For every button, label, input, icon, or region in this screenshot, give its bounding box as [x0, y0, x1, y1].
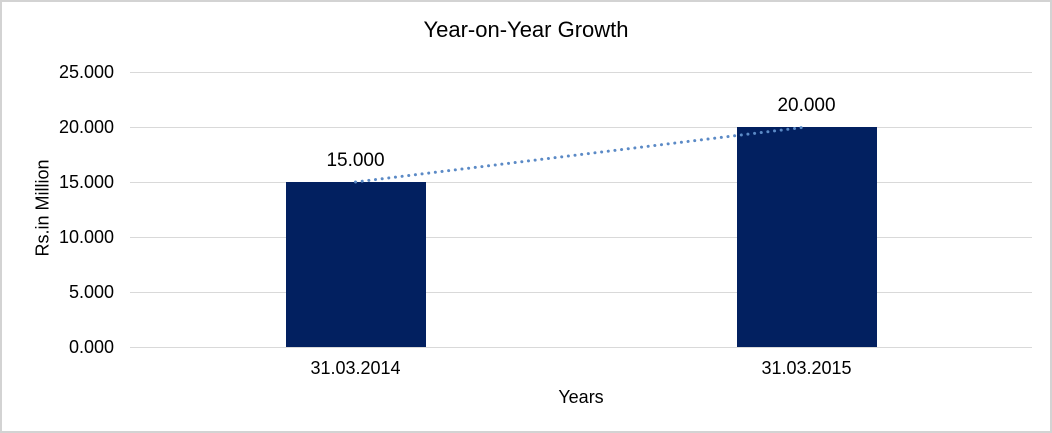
y-axis-tick-label: 0.000 — [68, 336, 114, 357]
x-axis-category-label: 31.03.2015 — [761, 358, 852, 378]
bar-data-label: 20.000 — [777, 95, 836, 116]
x-axis-title: Years — [558, 387, 604, 407]
gridline — [130, 126, 1032, 128]
gridline — [130, 346, 1032, 348]
x-axis-category-label: 31.03.2014 — [310, 358, 401, 378]
y-axis-tick-label: 10.000 — [58, 226, 114, 247]
gridline — [130, 291, 1032, 293]
y-axis-tick-label: 20.000 — [58, 116, 114, 137]
gridline — [130, 236, 1032, 238]
trendline — [354, 125, 808, 184]
y-axis-tick-label: 15.000 — [58, 171, 114, 192]
bar — [285, 182, 426, 347]
gridline — [130, 71, 1032, 73]
y-axis-tick-label: 25.000 — [58, 61, 114, 82]
plot-area: 15.000 20.000 31.03.2014 31.03.2015 — [130, 71, 1032, 378]
gridline — [130, 181, 1032, 183]
bar-data-label: 15.000 — [326, 150, 385, 171]
trendline-segment — [354, 125, 808, 184]
bar — [736, 127, 877, 347]
chart-title: Year-on-Year Growth — [423, 17, 629, 42]
y-axis-tick-label: 5.000 — [68, 281, 114, 302]
